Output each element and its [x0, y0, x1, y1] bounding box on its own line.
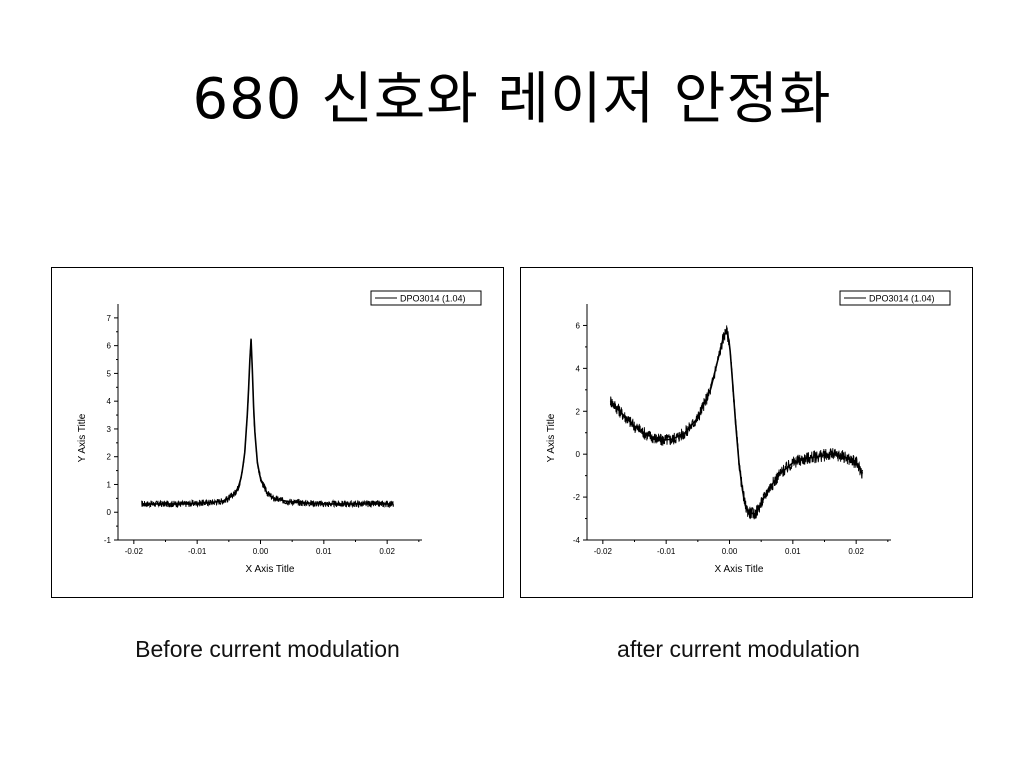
y-tick-label: 4 — [107, 397, 112, 406]
chart-after-svg: -4 -2 0 2 4 6 -0.02 -0.01 0.00 0.01 0.02 X Axis Tit… — [546, 290, 951, 575]
series-line — [609, 325, 863, 520]
y-tick-label: 6 — [576, 321, 581, 330]
y-axis-title: Y Axis Title — [546, 413, 557, 462]
y-tick-label: 7 — [107, 314, 112, 323]
legend: DPO3014 (1.04) — [370, 290, 482, 306]
y-tick-label: 2 — [107, 453, 112, 462]
chart-after-modulation: -4 -2 0 2 4 6 -0.02 -0.01 0.00 0.01 0.02 X Axis Tit… — [520, 267, 973, 598]
y-tick-label: 0 — [576, 450, 581, 459]
y-axis-title: Y Axis Title — [77, 413, 88, 462]
x-tick-label: 0.02 — [848, 547, 864, 556]
y-tick-label: -2 — [573, 493, 581, 502]
y-tick-label: 5 — [107, 369, 112, 378]
chart-before-svg: -1 0 1 2 3 4 5 6 7 -0.02 -0.01 0.00 0.01 0.02 X Axis T… — [77, 290, 482, 575]
x-tick-label: 0.01 — [785, 547, 801, 556]
x-tick-label: -0.02 — [125, 547, 144, 556]
caption-after: after current modulation — [617, 636, 860, 662]
slide-title: 680 신호와 레이저 안정화 — [192, 67, 832, 132]
legend: DPO3014 (1.04) — [839, 290, 951, 306]
legend-label: DPO3014 (1.04) — [400, 294, 466, 304]
x-tick-label: 0.00 — [253, 547, 269, 556]
y-tick-label: 6 — [107, 342, 112, 351]
legend-label: DPO3014 (1.04) — [869, 294, 935, 304]
legend-box — [370, 290, 482, 306]
y-tick-label: 4 — [576, 364, 581, 373]
series-line — [141, 338, 394, 509]
x-tick-label: 0.01 — [316, 547, 332, 556]
chart-before-modulation: -1 0 1 2 3 4 5 6 7 -0.02 -0.01 0.00 0.01 0.02 X Axis T… — [51, 267, 504, 598]
y-tick-label: 0 — [107, 508, 112, 517]
y-tick-label: -1 — [104, 536, 112, 545]
x-tick-label: -0.01 — [188, 547, 207, 556]
series-mean-line — [141, 339, 394, 505]
legend-box — [839, 290, 951, 306]
x-tick-label: -0.01 — [657, 547, 676, 556]
x-tick-label: -0.02 — [594, 547, 613, 556]
y-tick-label: -4 — [573, 536, 581, 545]
x-axis-title: X Axis Title — [246, 564, 295, 575]
caption-before: Before current modulation — [135, 636, 400, 662]
y-tick-label: 2 — [576, 407, 581, 416]
y-tick-label: 1 — [107, 480, 112, 489]
x-axis-title: X Axis Title — [715, 564, 764, 575]
series-mean-line — [609, 327, 864, 515]
x-tick-label: 0.00 — [722, 547, 738, 556]
y-tick-label: 3 — [107, 425, 112, 434]
x-tick-label: 0.02 — [379, 547, 395, 556]
